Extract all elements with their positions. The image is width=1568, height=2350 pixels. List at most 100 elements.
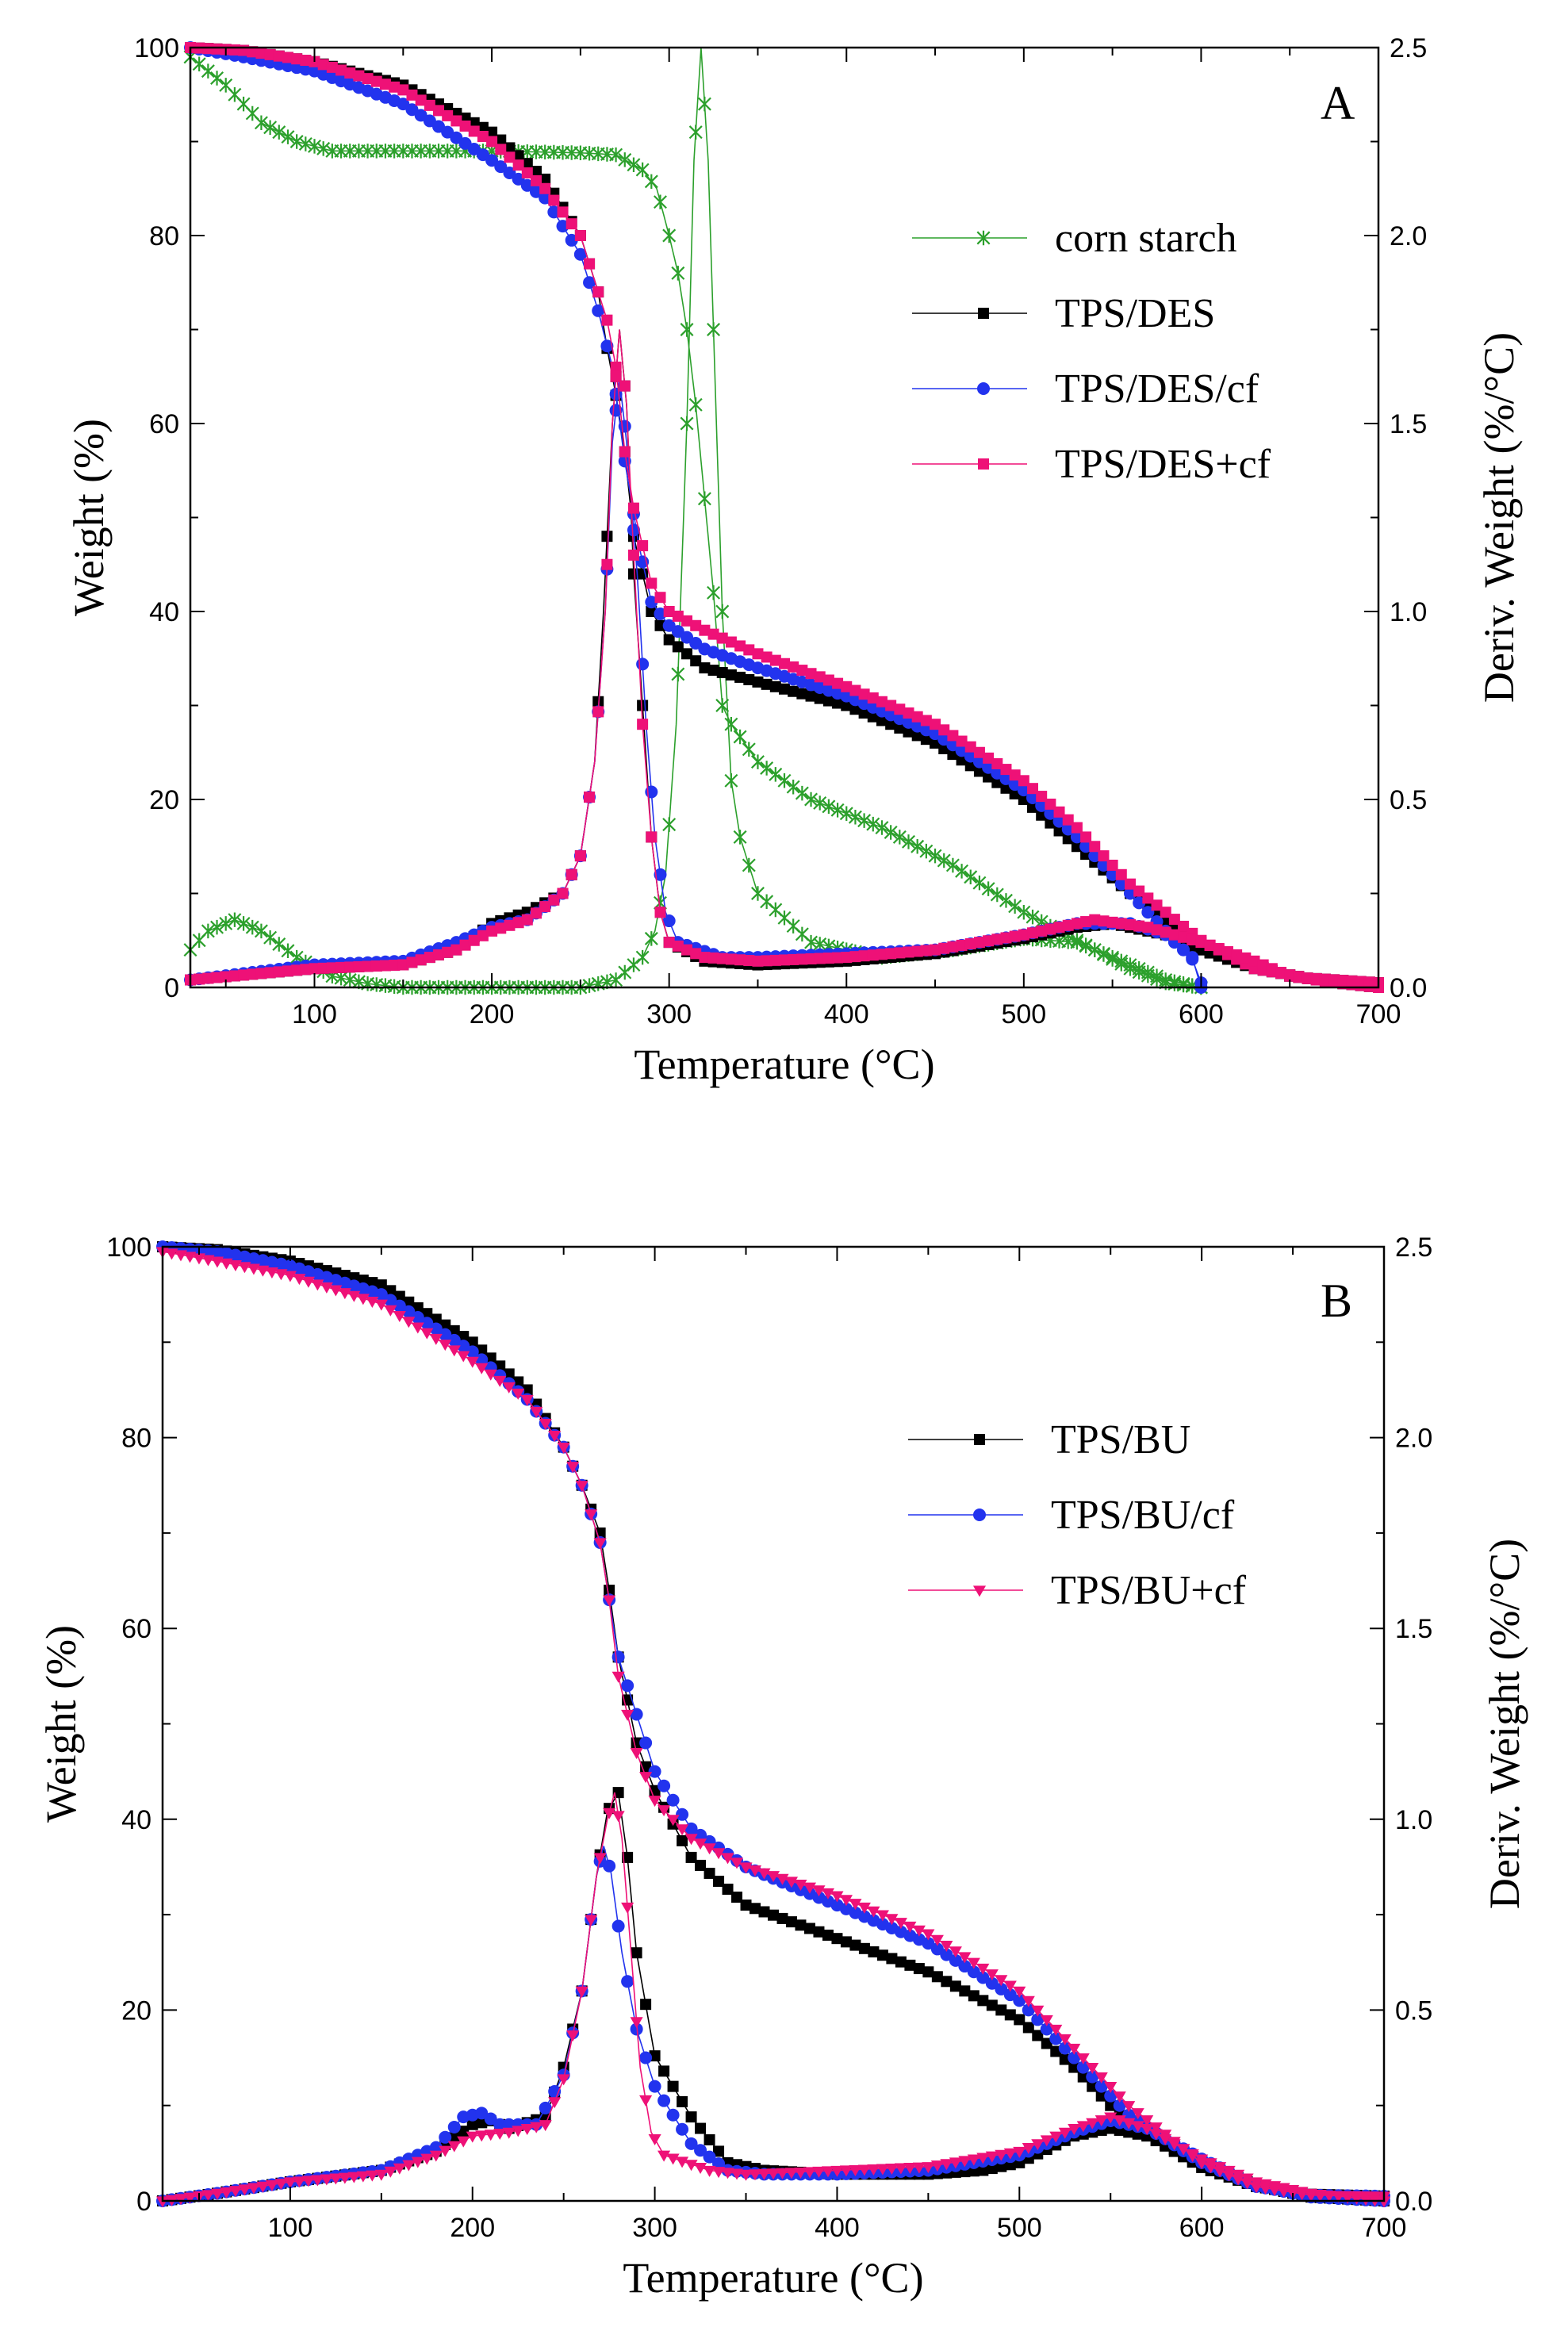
weight-point [920, 715, 932, 726]
deriv-point [894, 947, 906, 959]
weight-point [291, 53, 303, 65]
deriv-point [627, 523, 640, 537]
deriv-point [393, 2163, 406, 2175]
weight-point [611, 1650, 625, 1664]
deriv-point [956, 939, 968, 951]
deriv-point [420, 2153, 434, 2165]
weight-point [477, 130, 489, 142]
panel-label: A [1321, 77, 1355, 129]
weight-point [450, 115, 462, 127]
weight-point [991, 757, 1003, 769]
weight-point [707, 628, 719, 640]
deriv-point [805, 953, 817, 964]
weight-point [976, 1971, 990, 1984]
deriv-point [493, 2128, 507, 2140]
deriv-point [1240, 952, 1252, 964]
series-tps-des-cf [184, 41, 1208, 994]
weight-point [627, 502, 639, 514]
deriv-point [822, 953, 834, 964]
weight-point [447, 1345, 461, 1357]
weight-point [813, 795, 827, 811]
deriv-point [347, 2172, 361, 2183]
deriv-point [680, 416, 694, 431]
weight-point [183, 1252, 197, 1263]
deriv-point [210, 919, 224, 935]
weight-point [512, 1376, 524, 1388]
deriv-point [611, 1811, 625, 1823]
weight-point [821, 1888, 835, 1900]
weight-point [1070, 830, 1083, 844]
deriv-point [1106, 949, 1120, 965]
deriv-point [1275, 967, 1287, 979]
weight-point [439, 1319, 451, 1331]
weight-point [779, 683, 790, 695]
series-group [183, 41, 1384, 995]
weight-point [703, 1843, 716, 1855]
deriv-point [155, 2196, 170, 2208]
deriv-point [1277, 2183, 1290, 2195]
deriv-point [733, 830, 747, 845]
deriv-point [201, 923, 215, 939]
weight-point [1133, 885, 1145, 897]
weight-point [1098, 850, 1110, 862]
deriv-point [973, 937, 985, 949]
weight-point [777, 773, 792, 788]
deriv-point [977, 2164, 989, 2176]
weight-point [611, 1671, 625, 1683]
weight-point [654, 194, 667, 209]
deriv-point [1089, 914, 1101, 926]
weight-point [585, 1509, 598, 1521]
weight-point [1076, 2061, 1090, 2074]
deriv-point [967, 2154, 980, 2166]
deriv-point [636, 657, 650, 671]
weight-point [711, 1848, 726, 1860]
deriv-point [174, 2194, 188, 2206]
weight-point [1071, 822, 1083, 834]
weight-point [722, 1884, 734, 1896]
weight-point [548, 194, 560, 206]
deriv-point [748, 2169, 762, 2181]
deriv-point [1124, 919, 1136, 930]
weight-point [415, 94, 427, 106]
deriv-point [640, 1999, 652, 2011]
deriv-point [796, 953, 808, 965]
deriv-point [219, 916, 233, 931]
weight-point [1014, 2014, 1026, 2026]
x-tick-label: 400 [815, 2213, 860, 2243]
weight-point [666, 1815, 680, 1827]
weight-point [512, 1388, 525, 1400]
deriv-point [484, 2112, 497, 2126]
series-corn-starch [183, 47, 1208, 995]
weight-point [868, 1946, 880, 1958]
deriv-point [903, 2163, 917, 2175]
weight-point [743, 673, 755, 685]
deriv-point [311, 2175, 324, 2187]
weight-point [920, 734, 932, 746]
y-tick-label: 40 [149, 597, 179, 627]
deriv-point [630, 2017, 643, 2029]
weight-point [1003, 1988, 1017, 2002]
deriv-point [788, 953, 799, 965]
weight-point [1124, 878, 1136, 890]
deriv-point [210, 2188, 224, 2200]
deriv-point [439, 2145, 452, 2157]
deriv-point [1141, 2123, 1154, 2135]
weight-point [876, 1910, 889, 1922]
deriv-point [1328, 976, 1340, 988]
deriv-point [716, 953, 728, 964]
legend-item: TPS/BU [908, 1417, 1190, 1463]
weight-point [922, 1937, 935, 1950]
weight-point [637, 540, 649, 552]
weight-point [822, 799, 836, 815]
weight-point [265, 1267, 278, 1279]
weight-point [1122, 2108, 1136, 2122]
legend-marker [973, 1509, 986, 1521]
weight-point [1032, 2030, 1044, 2041]
deriv-point [1195, 2154, 1209, 2166]
weight-point [1058, 2041, 1072, 2055]
deriv-point [684, 2160, 698, 2172]
deriv-point [582, 978, 596, 993]
weight-point [621, 1679, 634, 1693]
weight-point [779, 657, 790, 669]
weight-point [786, 779, 800, 795]
